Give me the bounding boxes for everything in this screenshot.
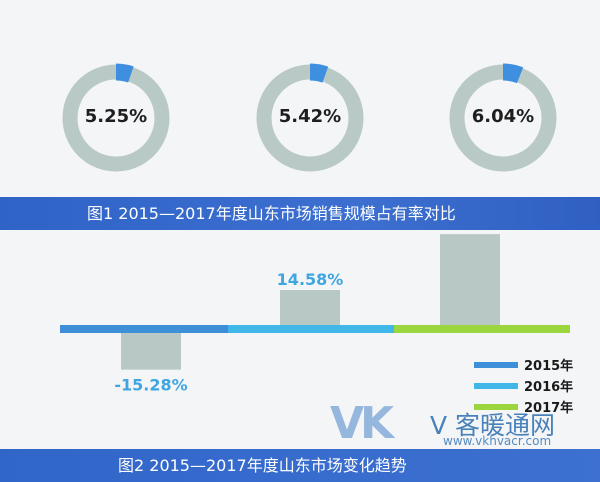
axis-segment-3: [394, 325, 570, 333]
figure1-caption: 图1 2015—2017年度山东市场销售规模占有率对比: [87, 204, 456, 223]
legend-label-2017: 2017年: [524, 401, 574, 416]
bar-3: [440, 234, 500, 325]
axis-segment-1: [60, 325, 228, 333]
figure2-caption: 图2 2015—2017年度山东市场变化趋势: [118, 456, 407, 475]
donut-share-segment: [61, 63, 171, 173]
donut-value-label-1: 5.25%: [84, 106, 148, 127]
legend-label-2016: 2016年: [524, 380, 574, 395]
legend-swatch-2017: [474, 403, 518, 410]
donut-share-segment: [255, 63, 365, 173]
legend-swatch-2016: [474, 382, 518, 389]
watermark: VK V 客暖通网 www.vkhvacr.com: [330, 402, 600, 450]
figure1-caption-banner: 图1 2015—2017年度山东市场销售规模占有率对比: [0, 197, 600, 230]
donut-value-label-3: 6.04%: [471, 106, 535, 127]
axis-segment-2: [228, 325, 394, 333]
legend-item-2015: 2015年: [474, 355, 573, 374]
bar-value-label-1: -15.28%: [114, 376, 187, 395]
donut-1: [61, 63, 171, 173]
legend-item-2017: 2017年: [474, 397, 573, 416]
donut-chart-area: [61, 63, 558, 173]
bar-value-label-3: 37.86%: [437, 230, 504, 233]
donut-share-segment: [448, 63, 558, 173]
bar-2: [280, 290, 340, 325]
legend-item-2016: 2016年: [474, 376, 573, 395]
bar-value-label-2: 14.58%: [277, 270, 344, 289]
watermark-site-name: V 客暖通网: [430, 411, 556, 440]
watermark-url: www.vkhvacr.com: [443, 434, 552, 448]
figure2-caption-banner: 图2 2015—2017年度山东市场变化趋势: [0, 449, 600, 482]
donut-value-label-2: 5.42%: [278, 106, 342, 127]
legend-swatch-2015: [474, 361, 518, 368]
donut-3: [448, 63, 558, 173]
watermark-logo: VK: [330, 398, 394, 449]
legend-label-2015: 2015年: [524, 359, 574, 374]
donut-2: [255, 63, 365, 173]
trend-bar-chart: -15.28% 14.58% 37.86%: [60, 230, 570, 395]
bar-1: [121, 333, 181, 370]
